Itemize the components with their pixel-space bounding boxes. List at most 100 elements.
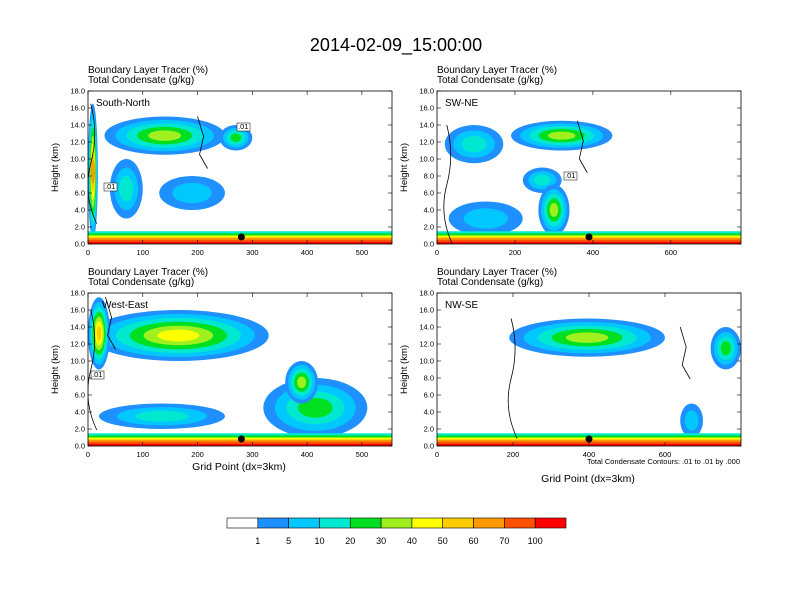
x-tick-label: 400 [301, 248, 314, 257]
cloud-band [547, 131, 576, 140]
y-tick-label: 14.0 [419, 323, 434, 332]
y-tick-label: 2.0 [75, 425, 85, 434]
panel-label: NW-SE [445, 300, 478, 311]
colorbar-label: 50 [438, 536, 448, 546]
panel-plot-area [437, 91, 741, 244]
contour-label-box [236, 122, 251, 132]
y-tick-label: 2.0 [75, 223, 85, 232]
cloud-band [134, 410, 189, 422]
colorbar-label: 10 [314, 536, 324, 546]
y-tick-label: 14.0 [70, 323, 85, 332]
cloud-band [172, 182, 212, 204]
x-tick-label: 0 [86, 248, 90, 257]
y-tick-label: 2.0 [424, 223, 434, 232]
x-tick-label: 0 [86, 450, 90, 459]
contour-line [88, 103, 98, 224]
y-tick-label: 6.0 [424, 391, 434, 400]
colorbar-label: 30 [376, 536, 386, 546]
y-tick-label: 0.0 [424, 240, 434, 249]
colorbar-swatch [319, 517, 351, 529]
contour-line [197, 116, 208, 169]
colorbar-label: 100 [528, 536, 543, 546]
x-tick-label: 600 [659, 450, 672, 459]
cloud-region [159, 176, 225, 210]
y-tick-label: 12.0 [70, 138, 85, 147]
cloud-region [109, 159, 143, 219]
y-tick-label: 10.0 [70, 357, 85, 366]
x-tick-label: 200 [191, 450, 204, 459]
panel-header-tracer: Boundary Layer Tracer (%) [437, 267, 557, 278]
cloud-region [538, 184, 570, 236]
colorbar-swatch [226, 517, 259, 529]
cloud-region [710, 327, 741, 370]
panel-plot-area [437, 293, 741, 446]
y-tick-label: 18.0 [419, 87, 434, 96]
x-tick-label: 200 [509, 248, 522, 257]
contour-line [443, 124, 453, 244]
plot-border [87, 292, 393, 447]
colorbar-label: 5 [286, 536, 291, 546]
panels-group: Boundary Layer Tracer (%)Total Condensat… [50, 65, 742, 459]
cloud-band [549, 203, 559, 217]
y-axis-label: Height (km) [50, 143, 61, 192]
y-tick-label: 10.0 [419, 357, 434, 366]
contour-label: .01 [565, 171, 575, 180]
plot-border [436, 90, 742, 245]
panel-header-tracer: Boundary Layer Tracer (%) [88, 267, 208, 278]
cloud-band [96, 326, 102, 341]
location-marker [585, 435, 593, 443]
y-tick-label: 4.0 [75, 206, 85, 215]
y-tick-label: 12.0 [419, 340, 434, 349]
plot-background [88, 91, 392, 244]
panel-sw-ne: Boundary Layer Tracer (%)Total Condensat… [399, 65, 742, 257]
cloud-band [461, 135, 487, 153]
cloud-region [680, 403, 703, 438]
x-tick-label: 200 [507, 450, 520, 459]
y-tick-label: 2.0 [424, 425, 434, 434]
y-tick-label: 6.0 [75, 391, 85, 400]
x-tick-label: 100 [137, 450, 150, 459]
condensate-contours [88, 297, 116, 431]
cloud-band [297, 397, 333, 418]
y-tick-label: 8.0 [75, 172, 85, 181]
colorbar-swatch [473, 517, 505, 529]
y-axis-label: Height (km) [399, 345, 410, 394]
panel-south-north: Boundary Layer Tracer (%)Total Condensat… [50, 65, 393, 257]
colorbar-swatch [504, 517, 536, 529]
contour-label: .01 [238, 122, 248, 131]
cloud-region [509, 318, 665, 357]
cloud-region [285, 361, 319, 404]
contour-label: .01 [105, 182, 115, 191]
contour-line [105, 297, 116, 350]
colorbar-swatch [534, 517, 567, 529]
cloud-region [219, 125, 253, 151]
cloud-region [448, 201, 523, 236]
x-tick-label: 0 [435, 450, 439, 459]
panel-header-tracer: Boundary Layer Tracer (%) [437, 65, 557, 76]
colorbar-swatch [442, 517, 474, 529]
panel-nw-se: Boundary Layer Tracer (%)Total Condensat… [399, 267, 742, 459]
x-tick-label: 500 [356, 248, 369, 257]
panel-header-condensate: Total Condensate (g/kg) [88, 277, 194, 288]
cloud-region [88, 103, 98, 240]
contour-label-box [103, 182, 118, 192]
colorbar-swatch [411, 517, 444, 529]
plot-border [87, 90, 393, 245]
cloud-region [98, 403, 225, 429]
y-tick-label: 0.0 [75, 240, 85, 249]
colorbar-label: 70 [499, 536, 509, 546]
x-tick-label: 100 [137, 248, 150, 257]
cloud-band [297, 376, 307, 389]
y-tick-label: 16.0 [419, 104, 434, 113]
panel-header-condensate: Total Condensate (g/kg) [88, 75, 194, 86]
cloud-band [119, 176, 134, 202]
x-axis-label-left: Grid Point (dx=3km) [192, 461, 286, 473]
colorbar-swatch [288, 517, 320, 529]
condensate-contours [88, 103, 208, 224]
contour-note: Total Condensate Contours: .01 to .01 by… [587, 457, 740, 466]
panel-west-east: Boundary Layer Tracer (%)Total Condensat… [50, 267, 393, 459]
contour-line [88, 309, 98, 431]
y-axis-label: Height (km) [399, 143, 410, 192]
condensate-contours [443, 120, 588, 244]
